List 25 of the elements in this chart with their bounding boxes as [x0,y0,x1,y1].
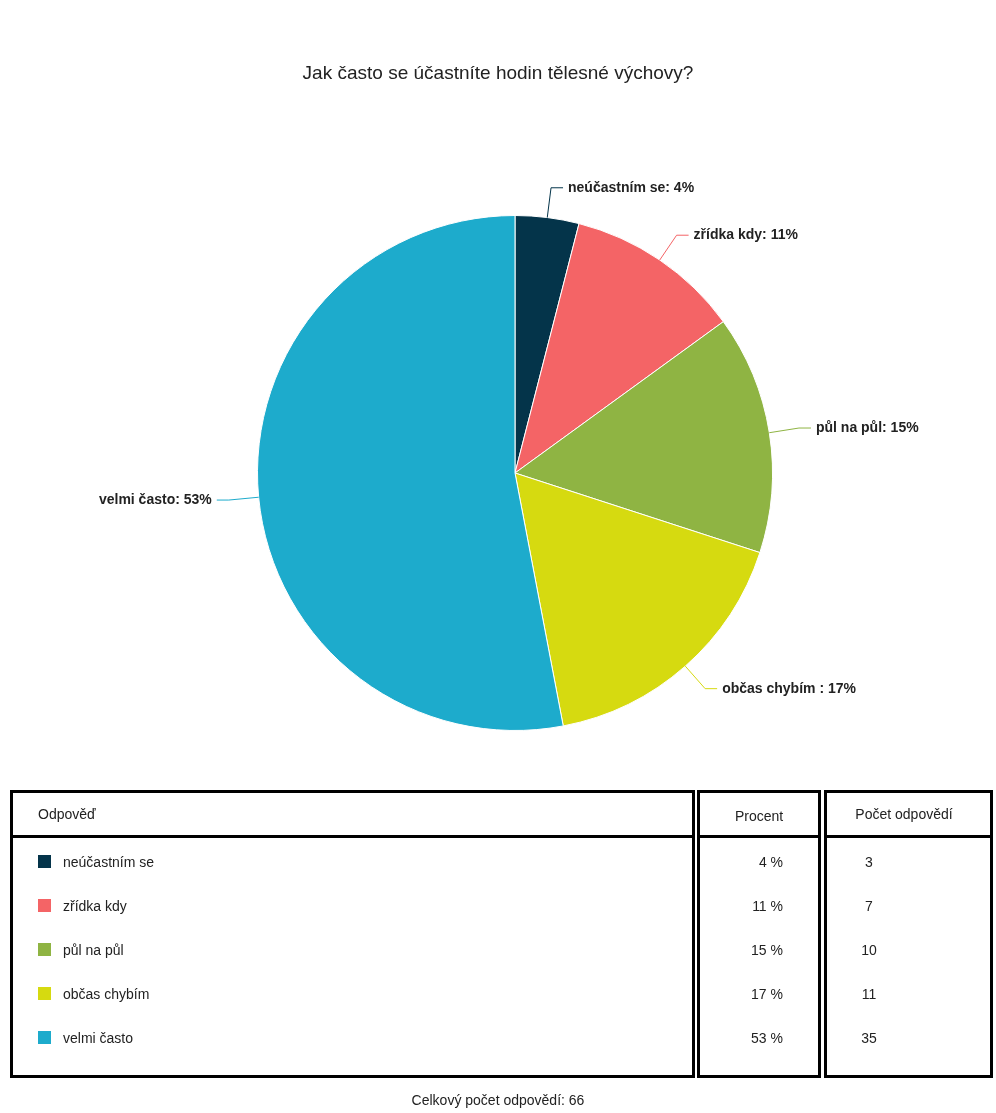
data-label: velmi často: 53% [98,490,213,507]
text: 53 % [750,1029,783,1048]
text: 7 [864,897,874,916]
text: 4 % [757,853,783,872]
chart-title: Jak často se účastníte hodin tělesné výchovy? [301,62,695,84]
data-label: zřídka kdy: 11% [693,226,799,243]
legend-label: neúčastním se [63,854,155,870]
data-label: občas chybím : 17% [722,679,857,696]
text: 11 [860,985,878,1004]
text: Počet odpovědí [854,805,954,824]
data-label: neúčastním se: 4% [568,178,695,195]
legend-label: půl na půl [63,942,124,958]
data-label: půl na půl: 15% [815,418,920,435]
text: 17 % [750,985,783,1004]
text: Celkový počet odpovědí: 66 [410,1092,586,1108]
text: 10 [860,941,878,960]
text: 15 % [750,941,783,960]
legend-label: občas chybím [63,986,150,1002]
legend-label: zřídka kdy [63,898,127,914]
text: 35 [860,1029,878,1048]
text: 11 % [751,897,783,916]
text: 3 [864,853,874,872]
text: Procent [733,807,785,826]
legend-label: velmi často [63,1030,134,1046]
text: Odpověď [38,805,97,824]
